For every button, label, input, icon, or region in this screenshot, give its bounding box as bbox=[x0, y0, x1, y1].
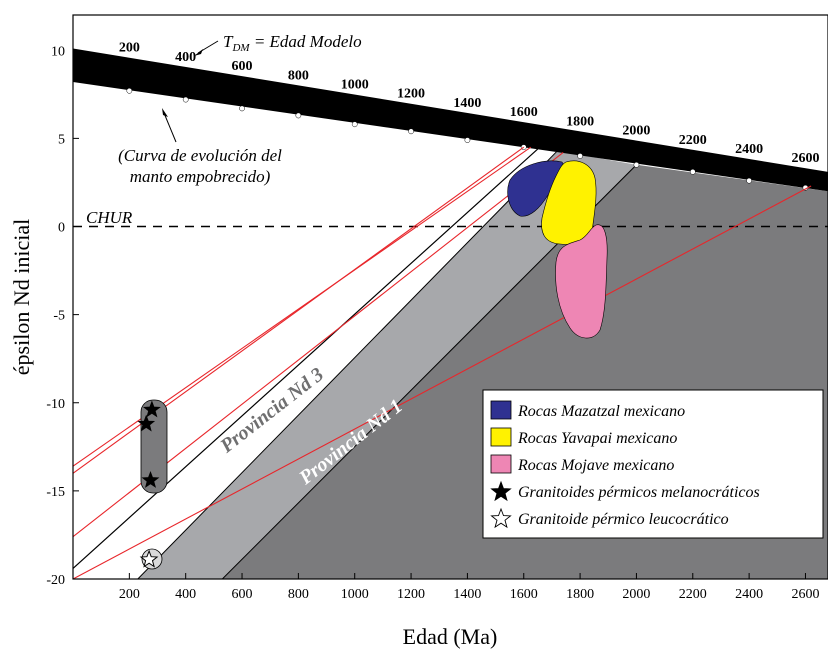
y-tick-label: 10 bbox=[51, 44, 65, 59]
mantle-age-label: 400 bbox=[175, 50, 196, 65]
mantle-age-label: 800 bbox=[288, 68, 309, 83]
legend-swatch bbox=[490, 427, 512, 447]
mantle-age-label: 2000 bbox=[622, 124, 650, 139]
mantle-age-label: 200 bbox=[119, 41, 140, 56]
x-tick-label: 1400 bbox=[453, 587, 481, 602]
tdm-label-rest: = Edad Modelo bbox=[250, 32, 362, 51]
curve-pointer-head bbox=[162, 108, 168, 117]
y-tick-label: -20 bbox=[46, 573, 65, 588]
legend: Rocas Mazatzal mexicano Rocas Yavapai mex… bbox=[482, 389, 824, 539]
mantle-age-label: 1400 bbox=[453, 96, 481, 111]
legend-swatch bbox=[490, 454, 512, 474]
legend-label: Rocas Yavapai mexicano bbox=[517, 430, 677, 447]
mantle-age-label: 1200 bbox=[397, 87, 425, 102]
evolution-line bbox=[73, 185, 812, 579]
mantle-band bbox=[73, 48, 828, 192]
y-tick-label: -10 bbox=[46, 397, 65, 412]
legend-swatch bbox=[490, 507, 512, 529]
mantle-age-label: 2400 bbox=[735, 142, 763, 157]
legend-label: Rocas Mojave mexicano bbox=[517, 457, 674, 474]
chur-label: CHUR bbox=[86, 208, 133, 227]
legend-label: Granitoide pérmico leucocrático bbox=[518, 511, 729, 528]
legend-box bbox=[482, 389, 824, 539]
mantle-age-marker bbox=[182, 96, 189, 103]
mantle-age-marker bbox=[351, 121, 358, 128]
mantle-age-label: 1600 bbox=[510, 105, 538, 120]
melanocratic-star-point bbox=[137, 414, 156, 432]
mantle-age-marker bbox=[239, 105, 245, 112]
yavapai-field bbox=[541, 160, 597, 245]
legend-swatch bbox=[490, 480, 512, 502]
x-tick-label: 1000 bbox=[341, 587, 369, 602]
legend-label: Rocas Mazatzal mexicano bbox=[517, 403, 685, 420]
sample-points bbox=[137, 400, 161, 568]
mantle-age-marker bbox=[689, 169, 696, 175]
x-tick-label: 400 bbox=[175, 587, 196, 602]
mantle-age-label: 2600 bbox=[791, 151, 819, 166]
tdm-label-t: T bbox=[223, 32, 234, 51]
depleted-mantle-band bbox=[73, 48, 828, 192]
legend-swatch bbox=[490, 400, 512, 420]
mantle-age-marker bbox=[577, 153, 583, 159]
y-tick-label: 0 bbox=[58, 221, 65, 236]
x-tick-label: 1600 bbox=[510, 587, 538, 602]
mantle-age-label: 600 bbox=[232, 59, 253, 74]
leucocratic-star-point bbox=[139, 549, 159, 568]
x-axis-title: Edad (Ma) bbox=[403, 624, 498, 649]
x-tick-label: 800 bbox=[288, 587, 309, 602]
tdm-pointer-head bbox=[194, 49, 203, 56]
mantle-age-marker bbox=[295, 112, 302, 119]
terrane-fields bbox=[507, 160, 608, 339]
x-tick-label: 2000 bbox=[622, 587, 650, 602]
x-axis-ticks: 200 400 600 800 1000 1200 1400 1600 1800 2000 2200… bbox=[119, 573, 819, 602]
y-tick-label: -5 bbox=[53, 309, 65, 324]
melanocratic-star-point bbox=[142, 400, 161, 418]
mantle-age-marker bbox=[126, 87, 133, 94]
province-2-area bbox=[137, 150, 637, 579]
y-tick-label: 5 bbox=[58, 132, 65, 147]
x-tick-label: 200 bbox=[119, 587, 140, 602]
legend-label: Granitoides pérmicos melanocráticos bbox=[518, 484, 760, 501]
melanocratic-star-point bbox=[141, 470, 160, 488]
x-tick-label: 2200 bbox=[679, 587, 707, 602]
mantle-age-label: 1800 bbox=[566, 114, 594, 129]
mojave-field bbox=[555, 224, 608, 339]
x-tick-label: 2400 bbox=[735, 587, 763, 602]
province-3-boundary bbox=[73, 148, 539, 569]
mantle-age-labels: 200 400 600 800 1000 1200 1400 1600 1800 2000 2200… bbox=[119, 41, 820, 166]
tdm-label: TDM = Edad Modelo bbox=[223, 32, 362, 54]
mazatzal-field bbox=[507, 160, 565, 217]
x-tick-label: 600 bbox=[232, 587, 253, 602]
mantle-age-marker bbox=[746, 177, 752, 184]
curve-pointer bbox=[163, 112, 177, 143]
curve-annotation-line1: (Curva de evolución del bbox=[118, 146, 282, 165]
mantle-age-marker bbox=[408, 128, 414, 135]
curve-annotation-line2: manto empobrecido) bbox=[130, 167, 271, 186]
x-tick-label: 1800 bbox=[566, 587, 594, 602]
y-axis-ticks: 10 5 0 -5 -10 -15 -20 bbox=[46, 44, 79, 588]
mantle-age-marker bbox=[464, 137, 471, 143]
x-tick-label: 2600 bbox=[791, 587, 819, 602]
mantle-age-marker bbox=[633, 161, 640, 168]
y-tick-label: -15 bbox=[46, 485, 65, 500]
mantle-age-label: 2200 bbox=[679, 133, 707, 148]
plot-frame bbox=[72, 14, 828, 580]
x-tick-label: 1200 bbox=[397, 587, 425, 602]
y-axis-title: épsilon Nd inicial bbox=[9, 219, 34, 375]
tdm-label-subscript: DM bbox=[231, 42, 250, 54]
mantle-age-label: 1000 bbox=[341, 78, 369, 93]
